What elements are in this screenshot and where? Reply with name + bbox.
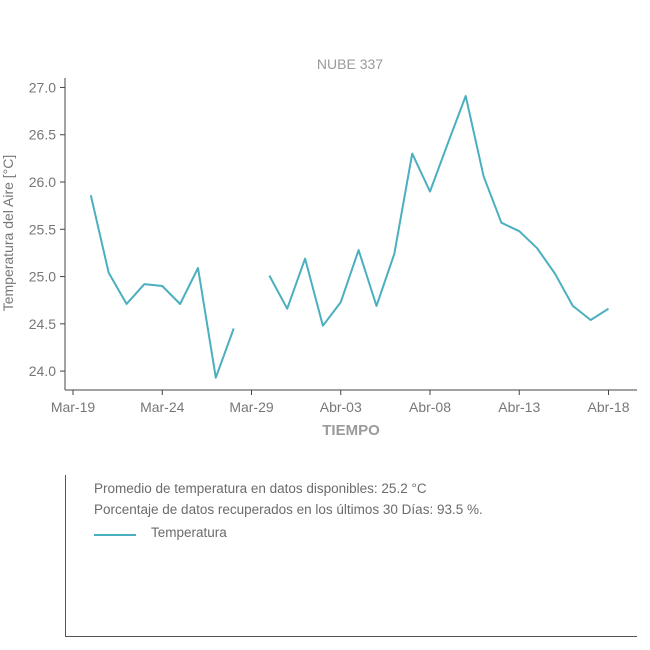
y-tick-label: 26.5 [29,127,56,143]
average-temperature-text: Promedio de temperatura en datos disponi… [94,481,427,496]
y-tick-label: 24.5 [29,316,56,332]
y-tick-label: 27.0 [29,79,56,95]
axes [64,78,637,391]
legend-swatch [94,534,136,536]
y-tick-label: 25.0 [29,269,56,285]
y-ticks: 24.0 24.5 25.0 25.5 26.0 26.5 27.0 [29,79,65,379]
x-tick-label: Abr-18 [587,399,629,415]
series-line-segment [89,194,235,379]
x-tick-label: Abr-03 [320,399,362,415]
info-panel: Promedio de temperatura en datos disponi… [65,475,637,637]
y-tick-label: 25.5 [29,221,56,237]
x-tick-label: Abr-13 [498,399,540,415]
y-axis-title: Temperatura del Aire [°C] [0,155,16,312]
x-axis-title: TIEMPO [322,422,380,439]
series-line-segment [268,95,610,327]
x-ticks: Mar-19 Mar-24 Mar-29 Abr-03 Abr-08 Abr-13 Abr-… [51,390,630,415]
y-tick-label: 24.0 [29,363,56,379]
series-layer [89,95,610,379]
x-tick-label: Mar-29 [229,399,274,415]
chart-title: NUBE 337 [317,56,383,72]
recovered-percentage-text: Porcentaje de datos recuperados en los ú… [94,502,483,517]
y-tick-label: 26.0 [29,174,56,190]
x-tick-label: Mar-19 [51,399,96,415]
x-tick-label: Abr-08 [409,399,451,415]
legend-label: Temperatura [151,525,227,540]
x-tick-label: Mar-24 [140,399,185,415]
